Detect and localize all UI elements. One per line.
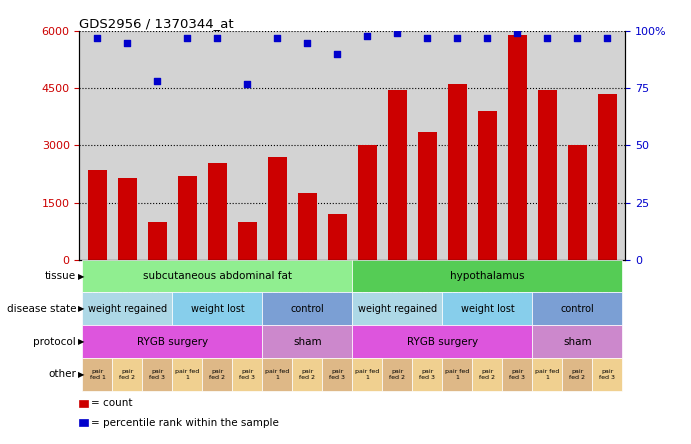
Text: RYGB surgery: RYGB surgery: [407, 337, 478, 347]
Text: RYGB surgery: RYGB surgery: [137, 337, 208, 347]
Text: protocol: protocol: [33, 337, 76, 347]
Bar: [598, 94, 617, 260]
Text: pair fed
1: pair fed 1: [355, 369, 379, 380]
Point: [152, 78, 163, 85]
Point: [602, 34, 613, 41]
Text: = count: = count: [91, 398, 133, 408]
Bar: [238, 222, 257, 260]
Bar: [417, 132, 437, 260]
Text: subcutaneous abdominal fat: subcutaneous abdominal fat: [143, 271, 292, 281]
Text: pair
fed 2: pair fed 2: [480, 369, 495, 380]
Bar: [148, 222, 167, 260]
Point: [482, 34, 493, 41]
Text: weight regained: weight regained: [88, 304, 167, 314]
Text: pair
fed 1: pair fed 1: [90, 369, 106, 380]
Text: pair
fed 3: pair fed 3: [509, 369, 525, 380]
Bar: [448, 84, 467, 260]
Point: [242, 80, 253, 87]
Text: hypothalamus: hypothalamus: [450, 271, 524, 281]
Text: ▶: ▶: [78, 304, 84, 313]
Text: pair
fed 3: pair fed 3: [239, 369, 256, 380]
Text: pair
fed 3: pair fed 3: [419, 369, 435, 380]
Text: pair fed
1: pair fed 1: [536, 369, 560, 380]
Text: pair
fed 2: pair fed 2: [209, 369, 225, 380]
Text: pair
fed 2: pair fed 2: [299, 369, 315, 380]
Text: weight regained: weight regained: [358, 304, 437, 314]
Text: pair
fed 2: pair fed 2: [120, 369, 135, 380]
Text: pair fed
1: pair fed 1: [445, 369, 469, 380]
Text: weight lost: weight lost: [191, 304, 245, 314]
Text: pair fed
1: pair fed 1: [265, 369, 290, 380]
Bar: [267, 157, 287, 260]
Bar: [328, 214, 347, 260]
Text: disease state: disease state: [6, 304, 76, 314]
Point: [392, 30, 403, 37]
Text: sham: sham: [563, 337, 591, 347]
Bar: [567, 145, 587, 260]
Point: [572, 34, 583, 41]
Text: ▶: ▶: [78, 370, 84, 379]
Text: sham: sham: [293, 337, 322, 347]
Bar: [388, 90, 407, 260]
Text: control: control: [560, 304, 594, 314]
Bar: [508, 35, 527, 260]
Text: other: other: [48, 369, 76, 379]
Text: weight lost: weight lost: [460, 304, 514, 314]
Point: [332, 50, 343, 57]
Text: pair fed
1: pair fed 1: [176, 369, 200, 380]
Text: pair
fed 3: pair fed 3: [599, 369, 616, 380]
Text: ▶: ▶: [78, 337, 84, 346]
Point: [182, 34, 193, 41]
Bar: [88, 170, 107, 260]
Text: tissue: tissue: [45, 271, 76, 281]
Bar: [477, 111, 497, 260]
Bar: [208, 163, 227, 260]
Point: [122, 39, 133, 46]
Text: pair
fed 2: pair fed 2: [390, 369, 406, 380]
Bar: [538, 90, 557, 260]
Text: GDS2956 / 1370344_at: GDS2956 / 1370344_at: [79, 17, 234, 30]
Point: [212, 34, 223, 41]
Point: [542, 34, 553, 41]
Text: ▶: ▶: [78, 272, 84, 281]
Point: [362, 32, 373, 39]
Point: [422, 34, 433, 41]
Point: [452, 34, 463, 41]
Bar: [298, 193, 317, 260]
Bar: [178, 176, 197, 260]
Text: control: control: [290, 304, 324, 314]
Point: [512, 30, 523, 37]
Point: [272, 34, 283, 41]
Bar: [117, 178, 138, 260]
Text: = percentile rank within the sample: = percentile rank within the sample: [91, 418, 279, 428]
Point: [92, 34, 103, 41]
Text: pair
fed 2: pair fed 2: [569, 369, 585, 380]
Point: [302, 39, 313, 46]
Bar: [358, 145, 377, 260]
Text: pair
fed 3: pair fed 3: [330, 369, 346, 380]
Text: pair
fed 3: pair fed 3: [149, 369, 165, 380]
